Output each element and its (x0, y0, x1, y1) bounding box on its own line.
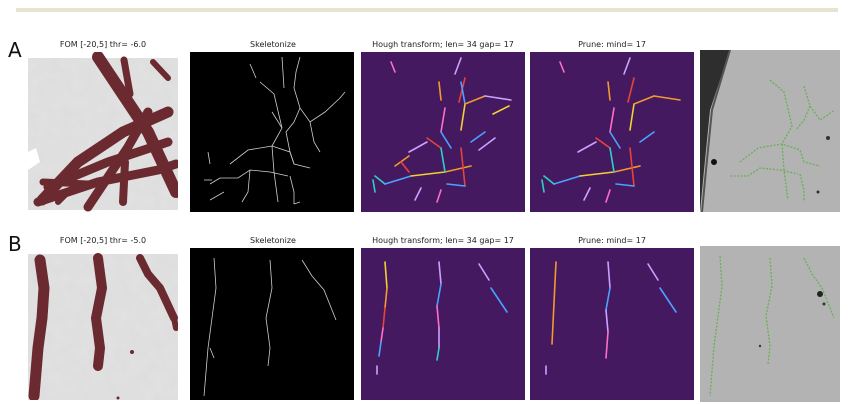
row-label-a: A (8, 38, 22, 62)
prune-a (530, 52, 694, 212)
title-prune-b: Prune: mind= 17 (578, 236, 646, 245)
skeleton-a (190, 52, 354, 212)
row-label-b: B (8, 232, 22, 256)
prune-b (530, 248, 694, 400)
micrograph-overlay-b (700, 246, 840, 402)
fom-map-a-image (28, 52, 178, 212)
title-fom-a: FOM [-20,5] thr= -6.0 (59, 40, 147, 49)
prune-a-image (541, 57, 681, 203)
micrograph-overlay-a (700, 50, 840, 212)
hough-b-image (376, 261, 508, 375)
prune-b-image (545, 261, 677, 375)
title-skeleton-a: Skeletonize (250, 40, 296, 49)
title-hough-a: Hough transform; len= 34 gap= 17 (372, 40, 514, 49)
title-hough-b: Hough transform; len= 34 gap= 17 (372, 236, 514, 245)
skeleton-a-image (204, 56, 346, 205)
header-divider (16, 8, 838, 12)
title-skeleton-b: Skeletonize (250, 236, 296, 245)
fom-map-a (28, 52, 178, 212)
fom-map-b-image (28, 248, 178, 400)
hough-b (361, 248, 525, 400)
hough-a (361, 52, 525, 212)
fom-map-b (28, 248, 178, 400)
skeleton-b-image (203, 257, 337, 397)
title-prune-a: Prune: mind= 17 (578, 40, 646, 49)
skeleton-b (190, 248, 354, 400)
title-fom-b: FOM [-20,5] thr= -5.0 (59, 236, 147, 245)
micrograph-overlay-a-image (700, 50, 840, 212)
micrograph-overlay-b-image (700, 246, 840, 402)
hough-a-image (372, 57, 512, 203)
